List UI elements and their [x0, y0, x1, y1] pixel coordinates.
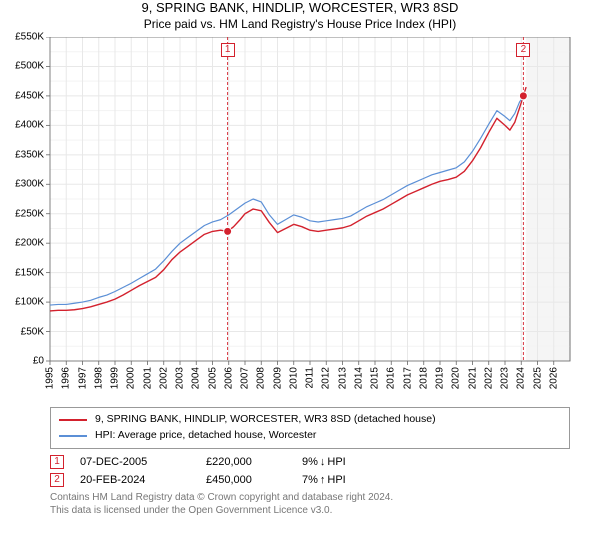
x-tick-label: 1999: [110, 367, 121, 389]
y-tick-label: £350K: [0, 149, 44, 160]
datapoint-delta-suffix: HPI: [327, 456, 345, 468]
x-tick-label: 2020: [451, 367, 462, 389]
x-tick-label: 1996: [61, 367, 72, 389]
x-tick-label: 2002: [158, 367, 169, 389]
datapoint-row: 2 20-FEB-2024 £450,000 7%↑ HPI: [50, 473, 570, 487]
legend: 9, SPRING BANK, HINDLIP, WORCESTER, WR3 …: [50, 407, 570, 449]
x-tick-label: 2000: [126, 367, 137, 389]
datapoint-delta-suffix: HPI: [327, 474, 345, 486]
x-tick-label: 2011: [305, 367, 316, 389]
datapoint-delta-pct: 9%: [302, 456, 318, 468]
datapoints-table: 1 07-DEC-2005 £220,000 9%↓ HPI 2 20-FEB-2024 £…: [50, 455, 570, 487]
y-tick-label: £300K: [0, 179, 44, 190]
x-tick-label: 1995: [45, 367, 56, 389]
legend-label: 9, SPRING BANK, HINDLIP, WORCESTER, WR3 …: [95, 412, 436, 428]
arrow-down-icon: ↓: [320, 456, 326, 468]
footer-line-1: Contains HM Land Registry data © Crown c…: [50, 491, 570, 505]
legend-swatch: [59, 419, 87, 421]
x-tick-label: 2001: [142, 367, 153, 389]
x-tick-label: 2009: [272, 367, 283, 389]
datapoint-date: 07-DEC-2005: [80, 456, 190, 468]
x-tick-label: 2024: [516, 367, 527, 389]
footer-attribution: Contains HM Land Registry data © Crown c…: [50, 491, 570, 518]
chart-subtitle: Price paid vs. HM Land Registry's House …: [0, 17, 600, 31]
x-tick-label: 2019: [435, 367, 446, 389]
datapoint-marker-box: 1: [50, 455, 64, 469]
datapoint-price: £450,000: [206, 474, 286, 486]
y-tick-label: £500K: [0, 61, 44, 72]
legend-item: HPI: Average price, detached house, Worc…: [59, 428, 561, 444]
datapoint-delta: 7%↑ HPI: [302, 474, 346, 486]
x-tick-label: 2015: [370, 367, 381, 389]
x-tick-label: 2016: [386, 367, 397, 389]
datapoint-date: 20-FEB-2024: [80, 474, 190, 486]
x-tick-label: 2022: [483, 367, 494, 389]
y-tick-label: £150K: [0, 267, 44, 278]
legend-label: HPI: Average price, detached house, Worc…: [95, 428, 316, 444]
footer-line-2: This data is licensed under the Open Gov…: [50, 504, 570, 518]
legend-item: 9, SPRING BANK, HINDLIP, WORCESTER, WR3 …: [59, 412, 561, 428]
x-tick-label: 2010: [288, 367, 299, 389]
datapoint-delta: 9%↓ HPI: [302, 456, 346, 468]
x-tick-label: 2007: [240, 367, 251, 389]
x-tick-label: 2026: [548, 367, 559, 389]
x-tick-label: 1998: [93, 367, 104, 389]
y-tick-label: £400K: [0, 120, 44, 131]
y-tick-label: £550K: [0, 32, 44, 43]
x-tick-label: 2025: [532, 367, 543, 389]
y-tick-label: £0: [0, 356, 44, 367]
x-tick-label: 2018: [418, 367, 429, 389]
datapoint-marker-box: 2: [50, 473, 64, 487]
datapoint-delta-pct: 7%: [302, 474, 318, 486]
x-tick-label: 2014: [353, 367, 364, 389]
sale-marker-box: 1: [221, 43, 235, 57]
datapoint-row: 1 07-DEC-2005 £220,000 9%↓ HPI: [50, 455, 570, 469]
x-tick-label: 2017: [402, 367, 413, 389]
y-tick-label: £450K: [0, 90, 44, 101]
x-tick-label: 1997: [77, 367, 88, 389]
line-chart-svg: [0, 37, 580, 403]
chart-area: £0 £50K £100K £150K £200K £250K £300K £350K £400…: [0, 37, 580, 403]
y-tick-label: £50K: [0, 326, 44, 337]
x-tick-label: 2003: [175, 367, 186, 389]
x-tick-label: 2012: [321, 367, 332, 389]
x-tick-label: 2005: [207, 367, 218, 389]
y-tick-label: £200K: [0, 238, 44, 249]
x-tick-label: 2006: [223, 367, 234, 389]
x-tick-label: 2023: [500, 367, 511, 389]
x-tick-label: 2021: [467, 367, 478, 389]
x-tick-label: 2008: [256, 367, 267, 389]
arrow-up-icon: ↑: [320, 474, 326, 486]
y-tick-label: £100K: [0, 297, 44, 308]
x-tick-label: 2004: [191, 367, 202, 389]
sale-marker-box: 2: [516, 43, 530, 57]
y-tick-label: £250K: [0, 208, 44, 219]
chart-title: 9, SPRING BANK, HINDLIP, WORCESTER, WR3 …: [0, 0, 600, 15]
legend-swatch: [59, 435, 87, 437]
x-tick-label: 2013: [337, 367, 348, 389]
datapoint-price: £220,000: [206, 456, 286, 468]
